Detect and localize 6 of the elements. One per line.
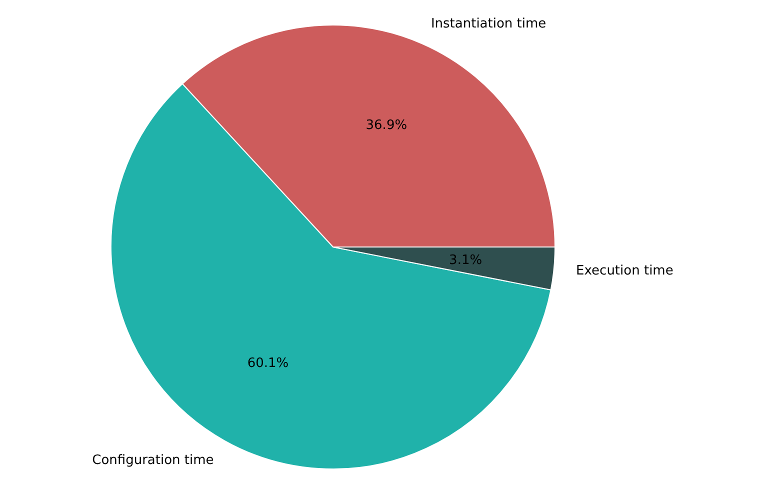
- slice-label: Configuration time: [92, 453, 214, 468]
- slice-label: Execution time: [576, 264, 674, 279]
- data-label: 60.1%: [247, 356, 289, 372]
- data-label: 3.1%: [449, 252, 482, 268]
- slice-label: Instantiation time: [430, 16, 546, 32]
- data-label: 36.9%: [366, 118, 408, 133]
